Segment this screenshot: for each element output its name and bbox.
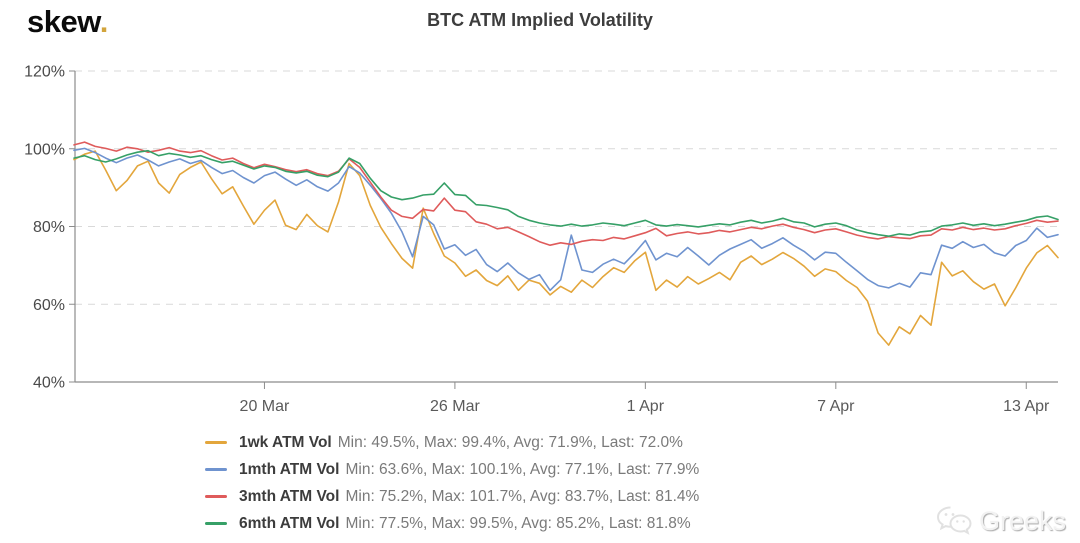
legend-label: 6mth ATM Vol (239, 514, 340, 532)
legend-stats: Min: 63.6%, Max: 100.1%, Avg: 77.1%, Las… (345, 460, 700, 478)
legend-item-1mth[interactable]: 1mth ATM Vol Min: 63.6%, Max: 100.1%, Av… (205, 460, 699, 479)
skew-logo-text: skew (27, 4, 100, 39)
series-line-1wk[interactable] (73, 150, 1059, 346)
y-tick-label: 40% (33, 375, 65, 392)
legend-stats: Min: 75.2%, Max: 101.7%, Avg: 83.7%, Las… (345, 487, 700, 505)
legend-swatch-6mth (205, 522, 227, 525)
series-line-1mth[interactable] (73, 147, 1059, 292)
legend-stats: Min: 49.5%, Max: 99.4%, Avg: 71.9%, Last… (337, 433, 683, 451)
y-tick-label: 100% (24, 141, 65, 158)
legend-label: 1wk ATM Vol (239, 433, 332, 451)
series-line-3mth[interactable] (73, 141, 1059, 246)
y-tick-label: 120% (24, 64, 65, 81)
legend-item-6mth[interactable]: 6mth ATM Vol Min: 77.5%, Max: 99.5%, Avg… (205, 514, 699, 533)
legend-item-3mth[interactable]: 3mth ATM Vol Min: 75.2%, Max: 101.7%, Av… (205, 487, 699, 506)
y-tick-label: 80% (33, 219, 65, 236)
x-tick-label: 7 Apr (817, 398, 855, 415)
legend-label: 1mth ATM Vol (239, 460, 340, 478)
page-title: BTC ATM Implied Volatility (427, 10, 653, 30)
x-tick-label: 26 Mar (430, 398, 480, 415)
legend-stats: Min: 77.5%, Max: 99.5%, Avg: 85.2%, Last… (345, 514, 691, 532)
wechat-greeks-watermark: Greeks (935, 505, 1066, 537)
x-tick-label: 13 Apr (1003, 398, 1050, 415)
legend-swatch-1wk (205, 441, 227, 444)
series-line-6mth[interactable] (73, 149, 1059, 237)
watermark-text: Greeks (978, 505, 1066, 536)
legend-swatch-1mth (205, 468, 227, 471)
volatility-chart[interactable]: 120% 100% 80% 60% 40% 20 Mar 26 Mar 1 Apr 7 Apr 1… (0, 0, 1080, 430)
chart-legend: 1wk ATM Vol Min: 49.5%, Max: 99.4%, Avg:… (205, 433, 699, 533)
skew-logo-dot: . (99, 4, 109, 39)
legend-item-1wk[interactable]: 1wk ATM Vol Min: 49.5%, Max: 99.4%, Avg:… (205, 433, 699, 452)
wechat-icon (936, 506, 972, 535)
skew-logo[interactable]: skew. (27, 4, 108, 40)
legend-label: 3mth ATM Vol (239, 487, 340, 505)
legend-swatch-3mth (205, 495, 227, 498)
x-tick-label: 1 Apr (627, 398, 665, 415)
x-tick-label: 20 Mar (240, 398, 290, 415)
y-tick-label: 60% (33, 297, 65, 314)
